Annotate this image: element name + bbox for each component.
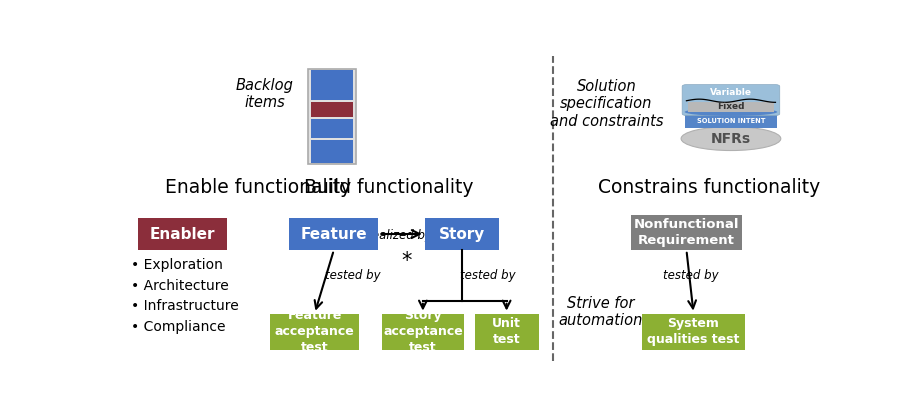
Bar xyxy=(687,102,774,112)
Bar xyxy=(312,102,353,117)
FancyBboxPatch shape xyxy=(682,85,779,116)
Text: tested by: tested by xyxy=(664,269,719,282)
Text: System
qualities test: System qualities test xyxy=(647,317,740,346)
Bar xyxy=(382,313,464,350)
Bar xyxy=(685,112,777,128)
Bar xyxy=(270,313,359,350)
Ellipse shape xyxy=(685,108,777,116)
Text: SOLUTION INTENT: SOLUTION INTENT xyxy=(697,118,766,124)
Bar xyxy=(289,218,379,250)
Text: Fixed: Fixed xyxy=(717,102,744,112)
Text: Variable: Variable xyxy=(710,88,752,97)
Text: Story: Story xyxy=(439,226,485,242)
Text: tested by: tested by xyxy=(325,269,380,282)
Bar xyxy=(631,215,742,250)
Text: • Architecture: • Architecture xyxy=(130,278,228,292)
Text: • Exploration: • Exploration xyxy=(130,258,222,272)
Text: • Compliance: • Compliance xyxy=(130,320,225,334)
Text: Enable functionality: Enable functionality xyxy=(165,178,351,197)
Text: NFRs: NFRs xyxy=(711,132,751,146)
Text: Story
acceptance
test: Story acceptance test xyxy=(383,309,463,354)
Text: Backlog
items: Backlog items xyxy=(235,78,293,110)
Text: Constrains functionality: Constrains functionality xyxy=(598,178,821,197)
Text: Build functionality: Build functionality xyxy=(304,178,474,197)
Bar xyxy=(425,218,500,250)
Text: Strive for
automation: Strive for automation xyxy=(559,296,642,328)
Text: Feature: Feature xyxy=(301,226,368,242)
Bar xyxy=(308,69,357,164)
Bar xyxy=(641,313,745,350)
Bar xyxy=(312,70,353,100)
Text: *: * xyxy=(402,252,412,271)
Bar xyxy=(312,140,353,163)
Text: Nonfunctional
Requirement: Nonfunctional Requirement xyxy=(634,218,739,247)
Text: realized by: realized by xyxy=(368,229,432,242)
Text: • Infrastructure: • Infrastructure xyxy=(130,299,238,313)
Text: Unit
test: Unit test xyxy=(493,317,521,346)
Ellipse shape xyxy=(681,127,781,150)
Text: tested by: tested by xyxy=(460,269,516,282)
Text: Feature
acceptance
test: Feature acceptance test xyxy=(275,309,355,354)
Bar xyxy=(138,218,227,250)
Text: Enabler: Enabler xyxy=(150,226,215,242)
Text: Solution
specification
and constraints: Solution specification and constraints xyxy=(550,79,664,128)
Bar xyxy=(312,119,353,138)
Bar xyxy=(474,313,539,350)
